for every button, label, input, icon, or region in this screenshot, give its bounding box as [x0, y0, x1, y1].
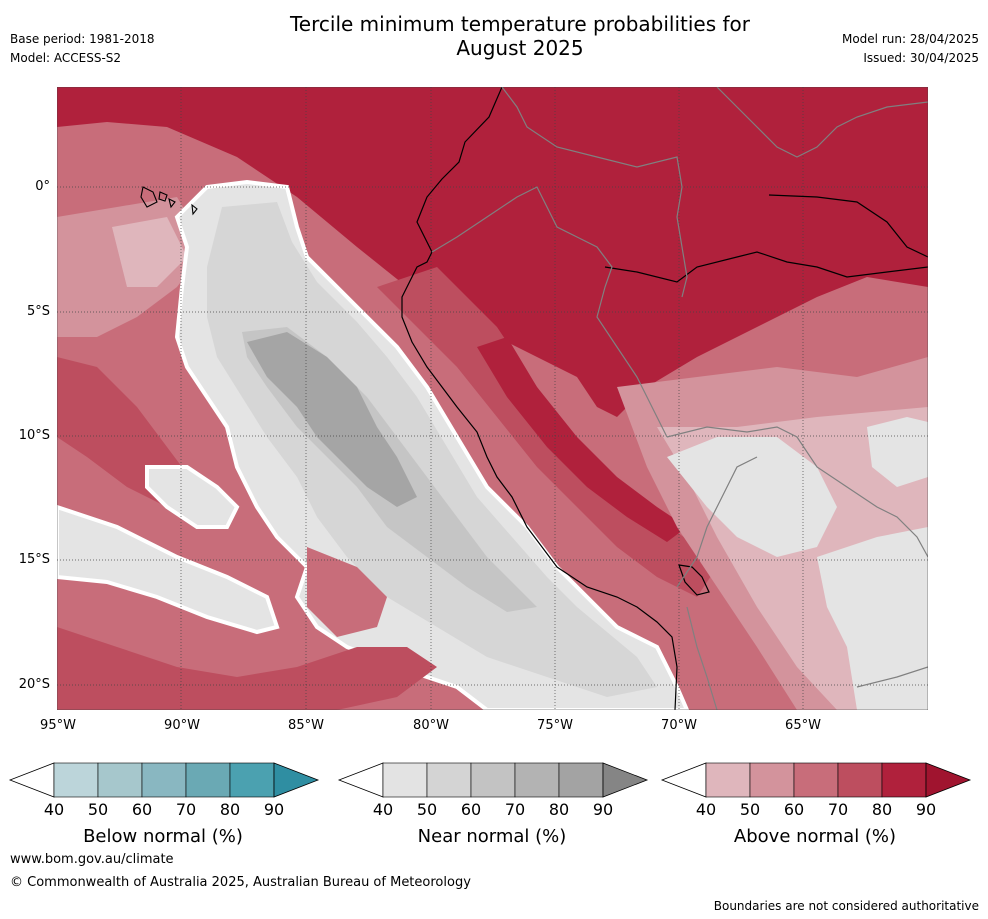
- probability-map: [57, 87, 928, 710]
- colorbar-tick-label: 90: [263, 800, 285, 819]
- colorbar-tick-label: 50: [416, 800, 438, 819]
- colorbar-below: [8, 762, 320, 798]
- colorbars: [8, 762, 972, 798]
- amazon-river: [604, 251, 928, 283]
- river-north: [768, 194, 928, 258]
- lake-titicaca: [678, 564, 710, 596]
- colorbar-segment: [185, 762, 231, 798]
- title-line-1: Tercile minimum temperature probabilitie…: [289, 12, 751, 36]
- above-90-andes-core: [477, 337, 687, 542]
- base-period-text: Base period: 1981-2018: [10, 32, 155, 46]
- footer-note: Boundaries are not considered authoritat…: [713, 899, 979, 913]
- colorbar-arrow-low: [660, 762, 707, 798]
- colorbar-arrow-high: [273, 762, 320, 798]
- above-90-north: [57, 87, 928, 417]
- colorbar-near: [337, 762, 649, 798]
- galapagos-islands: [140, 186, 198, 216]
- lat-label-20s: 20°S: [18, 677, 50, 692]
- colorbar-above-label: Above normal (%): [733, 826, 897, 847]
- title-line-2: August 2025: [456, 36, 584, 60]
- colorbar-tick-label: 40: [372, 800, 394, 819]
- colorbar-tick-label: 80: [219, 800, 241, 819]
- map-title: Tercile minimum temperature probabilitie…: [250, 12, 790, 60]
- colorbar-segment: [749, 762, 795, 798]
- near-40-west-island: [145, 465, 240, 529]
- colorbar-tick-label: 80: [871, 800, 893, 819]
- colorbar-arrow-low: [8, 762, 55, 798]
- colorbar-segment: [229, 762, 275, 798]
- colorbar-segment: [558, 762, 604, 798]
- colorbar-segment: [426, 762, 472, 798]
- graticule: [57, 87, 928, 710]
- issued-text: Issued: 30/04/2025: [863, 51, 979, 65]
- colorbar-segment: [141, 762, 187, 798]
- model-text: Model: ACCESS-S2: [10, 51, 122, 65]
- near-40-east: [867, 417, 928, 487]
- near-40-southeast-a: [667, 437, 837, 557]
- lat-label-10s: 10°S: [18, 428, 50, 443]
- colorbar-tick-label: 90: [915, 800, 937, 819]
- colorbar-near-label: Near normal (%): [417, 826, 567, 847]
- colorbar-tick-label: 70: [175, 800, 197, 819]
- footer-copyright: © Commonwealth of Australia 2025, Austra…: [10, 875, 471, 890]
- lon-label-80w: 80°W: [413, 718, 449, 733]
- colorbar-segment: [881, 762, 927, 798]
- colorbar-tick-label: 50: [739, 800, 761, 819]
- colorbar-segment: [793, 762, 839, 798]
- colorbar-below-label: Below normal (%): [83, 826, 243, 847]
- colorbar-tick-label: 50: [87, 800, 109, 819]
- colorbar-segment: [514, 762, 560, 798]
- lat-label-15s: 15°S: [18, 552, 50, 567]
- lon-label-95w: 95°W: [40, 718, 76, 733]
- country-borders: [431, 87, 928, 710]
- coastline: [401, 87, 678, 710]
- lon-label-85w: 85°W: [288, 718, 324, 733]
- colorbar-tick-label: 70: [827, 800, 849, 819]
- lon-label-75w: 75°W: [537, 718, 573, 733]
- colorbar-arrow-high: [602, 762, 649, 798]
- colorbar-above: [660, 762, 972, 798]
- colorbar-arrow-high: [925, 762, 972, 798]
- colorbar-segment: [53, 762, 99, 798]
- colorbar-tick-label: 60: [460, 800, 482, 819]
- colorbar-segment: [382, 762, 428, 798]
- colorbar-arrow-low: [337, 762, 384, 798]
- lon-label-90w: 90°W: [164, 718, 200, 733]
- near-80-pacific: [247, 332, 417, 507]
- near-40-southeast-b: [817, 527, 928, 710]
- model-run-text: Model run: 28/04/2025: [841, 32, 979, 46]
- lat-label-0: 0°: [35, 179, 50, 194]
- footer-url[interactable]: www.bom.gov.au/climate: [10, 852, 174, 867]
- colorbar-tick-label: 80: [548, 800, 570, 819]
- lon-label-65w: 65°W: [785, 718, 821, 733]
- lat-label-5s: 5°S: [26, 304, 50, 319]
- colorbar-tick-label: 90: [592, 800, 614, 819]
- near-40-southwest: [57, 504, 280, 635]
- colorbar-segment: [470, 762, 516, 798]
- colorbar-tick-label: 40: [695, 800, 717, 819]
- colorbar-tick-label: 70: [504, 800, 526, 819]
- lon-label-70w: 70°W: [661, 718, 697, 733]
- colorbar-segment: [837, 762, 883, 798]
- above-50-west: [112, 217, 187, 287]
- above-80-south: [57, 627, 437, 710]
- colorbar-tick-label: 60: [131, 800, 153, 819]
- colorbar-segment: [97, 762, 143, 798]
- colorbar-tick-label: 40: [43, 800, 65, 819]
- above-70-south-b: [307, 547, 387, 637]
- colorbar-tick-label: 60: [783, 800, 805, 819]
- near-50-pacific: [207, 202, 657, 697]
- colorbar-segment: [705, 762, 751, 798]
